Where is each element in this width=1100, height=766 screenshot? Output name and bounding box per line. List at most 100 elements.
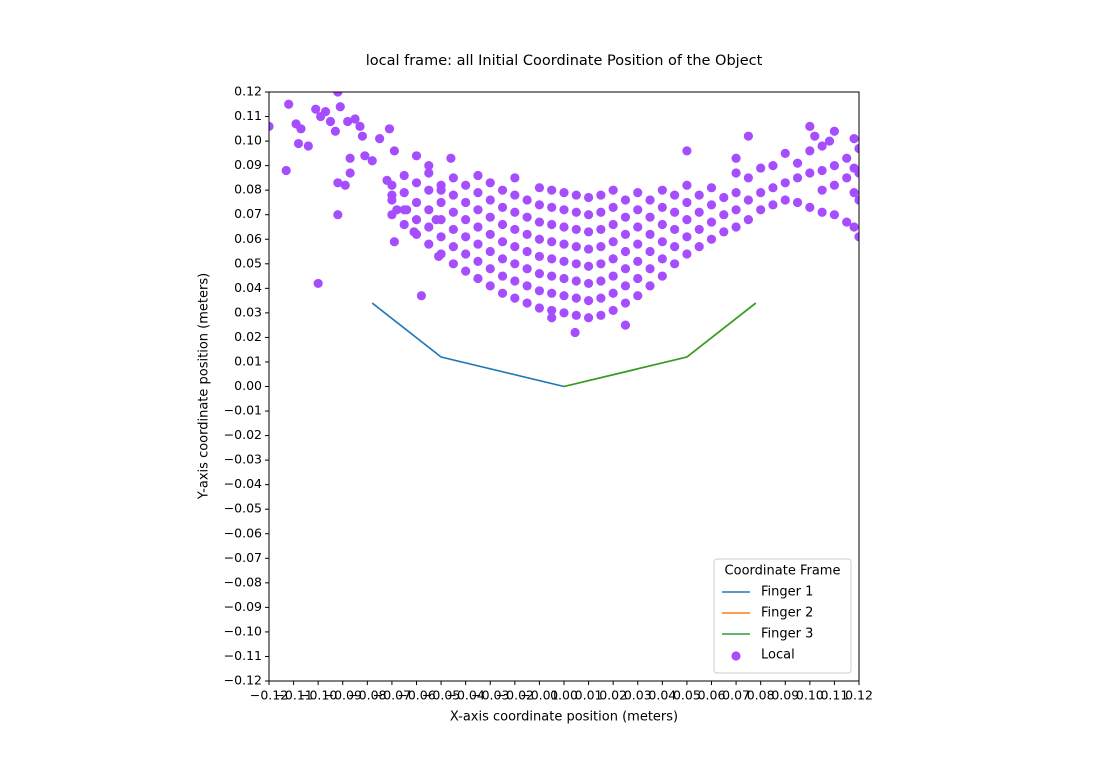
scatter-point: [461, 215, 471, 225]
scatter-point: [620, 229, 631, 239]
scatter-point: [756, 188, 766, 198]
y-tick-label: 0.02: [234, 329, 262, 344]
scatter-point: [485, 178, 495, 188]
scatter-point: [571, 259, 581, 269]
scatter-point: [485, 246, 495, 257]
scatter-point: [633, 291, 643, 301]
scatter-point: [583, 192, 594, 203]
scatter-point: [854, 168, 859, 178]
scatter-point: [510, 190, 520, 200]
scatter-point: [510, 276, 520, 286]
scatter-point: [620, 212, 631, 222]
scatter-point: [497, 202, 508, 212]
scatter-point: [768, 200, 778, 210]
scatter-point: [473, 170, 483, 181]
scatter-point: [357, 131, 368, 141]
scatter-point: [473, 273, 483, 284]
scatter-point: [849, 188, 859, 198]
scatter-point: [387, 195, 397, 205]
scatter-point: [547, 185, 557, 195]
scatter-point: [485, 195, 495, 205]
scatter-point: [313, 278, 323, 289]
scatter-point: [694, 207, 704, 217]
scatter-point: [756, 163, 766, 173]
scatter-point: [608, 219, 618, 230]
scatter-point: [608, 185, 618, 195]
y-tick-label: −0.11: [224, 648, 262, 663]
scatter-point: [448, 224, 458, 235]
scatter-point: [436, 232, 446, 242]
scatter-point: [633, 256, 643, 266]
scatter-point: [330, 126, 340, 136]
y-tick-label: −0.08: [224, 574, 262, 589]
scatter-point: [854, 195, 859, 205]
x-tick-label: 0.03: [624, 688, 652, 703]
scatter-point: [411, 151, 422, 161]
scatter-point: [522, 298, 532, 308]
scatter-point: [559, 308, 569, 318]
x-tick-label: 0.08: [747, 688, 775, 703]
scatter-point: [583, 227, 594, 237]
finger-line: [371, 302, 565, 388]
x-tick-label: −0.12: [250, 688, 288, 703]
scatter-point: [448, 173, 458, 183]
scatter-point: [645, 212, 655, 222]
y-tick-label: −0.01: [224, 403, 262, 418]
scatter-point: [805, 121, 815, 131]
scatter-point: [719, 227, 729, 237]
scatter-point: [522, 264, 532, 274]
scatter-point: [534, 234, 545, 244]
scatter-point: [296, 124, 306, 134]
scatter-point: [510, 242, 520, 252]
scatter-point: [682, 180, 692, 190]
scatter-point: [780, 178, 790, 188]
y-tick-label: 0.05: [234, 255, 262, 270]
scatter-point: [497, 237, 508, 247]
scatter-point: [269, 121, 274, 131]
scatter-point: [281, 165, 291, 176]
scatter-point: [559, 239, 569, 249]
scatter-point: [547, 313, 557, 323]
scatter-point: [389, 146, 399, 156]
scatter-point: [608, 254, 618, 264]
scatter-point: [583, 313, 594, 323]
scatter-point: [842, 217, 852, 227]
scatter-point: [436, 197, 446, 208]
scatter-point: [448, 242, 458, 252]
scatter-point: [756, 205, 766, 215]
x-tick-label: −0.09: [324, 688, 362, 703]
x-tick-label: −0.11: [274, 688, 312, 703]
scatter-point: [320, 107, 331, 117]
scatter-point: [719, 210, 729, 220]
scatter-point: [497, 185, 508, 195]
x-tick-label: 0.11: [820, 688, 848, 703]
x-tick-label: −0.06: [397, 688, 435, 703]
scatter-point: [399, 170, 409, 181]
scatter-point: [792, 173, 803, 183]
scatter-point: [461, 249, 471, 259]
x-tick-label: −0.08: [348, 688, 386, 703]
finger-line: [563, 302, 757, 388]
scatter-point: [842, 153, 852, 163]
scatter-point: [854, 232, 859, 242]
scatter-point: [743, 195, 753, 205]
scatter-point: [547, 305, 557, 316]
y-tick-label: 0.11: [234, 108, 262, 123]
scatter-point: [473, 188, 483, 198]
scatter-point: [399, 219, 409, 230]
y-tick-label: −0.10: [224, 623, 262, 638]
scatter-point: [424, 239, 434, 249]
scatter-point: [620, 298, 631, 308]
y-tick-label: 0.06: [234, 231, 262, 246]
scatter-point: [633, 188, 643, 198]
scatter-point: [645, 281, 655, 291]
scatter-point: [416, 291, 427, 301]
scatter-point: [657, 254, 667, 264]
scatter-point: [824, 136, 835, 146]
scatter-point: [559, 256, 569, 266]
y-tick-label: −0.05: [224, 501, 262, 516]
scatter-point: [633, 239, 643, 249]
scatter-point: [461, 180, 471, 190]
legend-label: Local: [761, 648, 795, 663]
scatter-point: [387, 180, 397, 190]
